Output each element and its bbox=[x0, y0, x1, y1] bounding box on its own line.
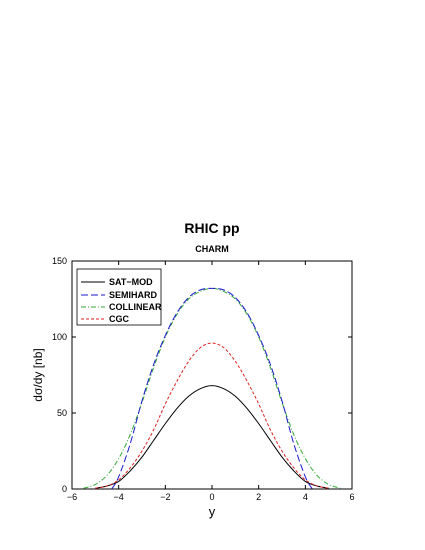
series-line-semihard bbox=[111, 287, 313, 490]
x-tick-label: −4 bbox=[114, 492, 124, 502]
chart-title: RHIC pp bbox=[184, 220, 239, 236]
x-tick-label: 0 bbox=[209, 492, 214, 502]
series-line-collinear bbox=[83, 287, 341, 489]
chart-subtitle: CHARM bbox=[195, 244, 229, 254]
x-tick-label: 4 bbox=[303, 492, 308, 502]
series-line-cgc bbox=[95, 342, 329, 489]
y-tick-label: 0 bbox=[62, 484, 67, 494]
y-tick-label: 100 bbox=[52, 332, 67, 342]
y-tick-label: 50 bbox=[57, 408, 67, 418]
y-tick-label: 150 bbox=[52, 256, 67, 266]
legend-label-collinear: COLLINEAR bbox=[109, 302, 162, 312]
series-layer bbox=[83, 287, 341, 490]
legend-label-semihard: SEMIHARD bbox=[109, 290, 158, 300]
legend-box bbox=[76, 268, 162, 326]
x-tick-label: 2 bbox=[256, 492, 261, 502]
legend-label-sat-mod: SAT−MOD bbox=[109, 277, 153, 287]
axes-layer: −6 −4 −2 0 2 4 6 0 50 100 150 bbox=[52, 256, 355, 502]
legend-label-cgc: CGC bbox=[109, 314, 130, 324]
x-axis-label: y bbox=[209, 504, 216, 519]
x-tick-label: −2 bbox=[160, 492, 170, 502]
legend: SAT−MOD SEMIHARD COLLINEAR CGC bbox=[76, 268, 162, 326]
x-tick-label: 6 bbox=[349, 492, 354, 502]
series-line-sat-mod bbox=[95, 385, 329, 489]
x-tick-label: −6 bbox=[67, 492, 77, 502]
y-axis-label: dσ/dy [nb] bbox=[31, 348, 45, 401]
